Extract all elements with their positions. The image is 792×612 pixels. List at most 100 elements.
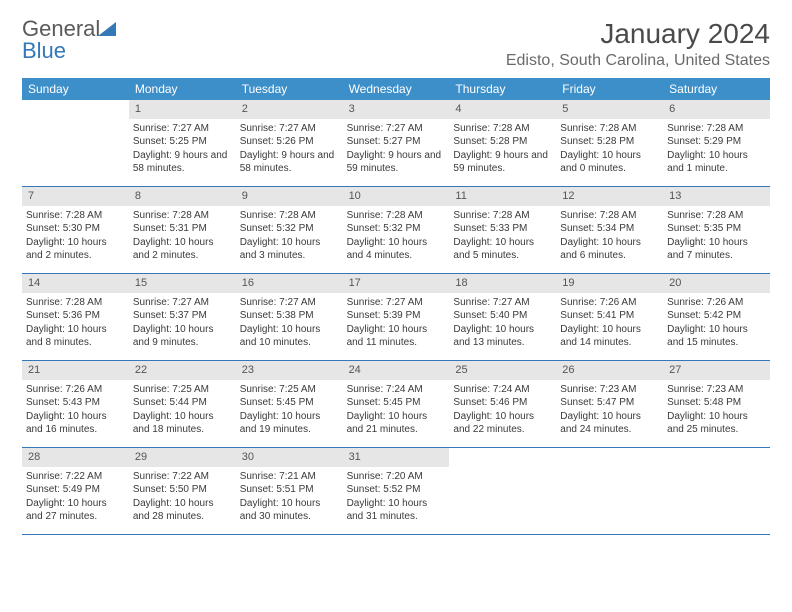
sunset-line: Sunset: 5:44 PM xyxy=(133,396,232,410)
sunrise-line: Sunrise: 7:24 AM xyxy=(347,383,446,397)
calendar-cell: 19Sunrise: 7:26 AMSunset: 5:41 PMDayligh… xyxy=(556,274,663,360)
sunrise-line: Sunrise: 7:23 AM xyxy=(667,383,766,397)
calendar-cell: 14Sunrise: 7:28 AMSunset: 5:36 PMDayligh… xyxy=(22,274,129,360)
calendar-cell: 11Sunrise: 7:28 AMSunset: 5:33 PMDayligh… xyxy=(449,187,556,273)
day-number: 5 xyxy=(556,100,663,119)
sunrise-line: Sunrise: 7:28 AM xyxy=(133,209,232,223)
daylight-line: Daylight: 9 hours and 58 minutes. xyxy=(240,149,339,176)
day-number: 30 xyxy=(236,448,343,467)
calendar-week: 7Sunrise: 7:28 AMSunset: 5:30 PMDaylight… xyxy=(22,187,770,274)
sunset-line: Sunset: 5:48 PM xyxy=(667,396,766,410)
day-number: 15 xyxy=(129,274,236,293)
sunrise-line: Sunrise: 7:23 AM xyxy=(560,383,659,397)
day-number: 23 xyxy=(236,361,343,380)
header: General Blue January 2024 Edisto, South … xyxy=(22,18,770,70)
sunset-line: Sunset: 5:35 PM xyxy=(667,222,766,236)
calendar-cell: 7 Sunrise: 7:28 AMSunset: 5:30 PMDaylight… xyxy=(22,187,129,273)
sunrise-line: Sunrise: 7:26 AM xyxy=(560,296,659,310)
day-number: 3 xyxy=(343,100,450,119)
title-block: January 2024 Edisto, South Carolina, Uni… xyxy=(506,18,770,70)
sunrise-line: Sunrise: 7:22 AM xyxy=(133,470,232,484)
daylight-line: Daylight: 10 hours and 21 minutes. xyxy=(347,410,446,437)
day-number: 20 xyxy=(663,274,770,293)
sunset-line: Sunset: 5:32 PM xyxy=(347,222,446,236)
calendar-cell: 25Sunrise: 7:24 AMSunset: 5:46 PMDayligh… xyxy=(449,361,556,447)
daylight-line: Daylight: 10 hours and 8 minutes. xyxy=(26,323,125,350)
sunset-line: Sunset: 5:30 PM xyxy=(26,222,125,236)
daylight-line: Daylight: 10 hours and 28 minutes. xyxy=(133,497,232,524)
sunset-line: Sunset: 5:27 PM xyxy=(347,135,446,149)
daylight-line: Daylight: 9 hours and 59 minutes. xyxy=(347,149,446,176)
sunset-line: Sunset: 5:32 PM xyxy=(240,222,339,236)
calendar-cell: 17Sunrise: 7:27 AMSunset: 5:39 PMDayligh… xyxy=(343,274,450,360)
sunset-line: Sunset: 5:33 PM xyxy=(453,222,552,236)
day-number: 25 xyxy=(449,361,556,380)
day-number: 19 xyxy=(556,274,663,293)
calendar-cell xyxy=(663,448,770,534)
day-number: 8 xyxy=(129,187,236,206)
day-number: 28 xyxy=(22,448,129,467)
daylight-line: Daylight: 10 hours and 27 minutes. xyxy=(26,497,125,524)
calendar-week: 14Sunrise: 7:28 AMSunset: 5:36 PMDayligh… xyxy=(22,274,770,361)
calendar-cell: 20Sunrise: 7:26 AMSunset: 5:42 PMDayligh… xyxy=(663,274,770,360)
calendar-body: 1Sunrise: 7:27 AMSunset: 5:25 PMDaylight… xyxy=(22,100,770,535)
calendar-cell: 16Sunrise: 7:27 AMSunset: 5:38 PMDayligh… xyxy=(236,274,343,360)
sunrise-line: Sunrise: 7:28 AM xyxy=(453,122,552,136)
day-number: 1 xyxy=(129,100,236,119)
day-number: 21 xyxy=(22,361,129,380)
sunset-line: Sunset: 5:42 PM xyxy=(667,309,766,323)
calendar-cell: 9Sunrise: 7:28 AMSunset: 5:32 PMDaylight… xyxy=(236,187,343,273)
calendar-cell: 22Sunrise: 7:25 AMSunset: 5:44 PMDayligh… xyxy=(129,361,236,447)
daylight-line: Daylight: 10 hours and 13 minutes. xyxy=(453,323,552,350)
day-number: 29 xyxy=(129,448,236,467)
sunrise-line: Sunrise: 7:28 AM xyxy=(667,209,766,223)
daylight-line: Daylight: 10 hours and 7 minutes. xyxy=(667,236,766,263)
sunset-line: Sunset: 5:39 PM xyxy=(347,309,446,323)
sunrise-line: Sunrise: 7:28 AM xyxy=(240,209,339,223)
sunrise-line: Sunrise: 7:27 AM xyxy=(133,122,232,136)
sunset-line: Sunset: 5:45 PM xyxy=(240,396,339,410)
calendar-cell: 2Sunrise: 7:27 AMSunset: 5:26 PMDaylight… xyxy=(236,100,343,186)
day-number: 7 xyxy=(22,187,129,206)
day-number: 10 xyxy=(343,187,450,206)
sunrise-line: Sunrise: 7:28 AM xyxy=(26,209,125,223)
calendar-cell: 12Sunrise: 7:28 AMSunset: 5:34 PMDayligh… xyxy=(556,187,663,273)
daylight-line: Daylight: 10 hours and 31 minutes. xyxy=(347,497,446,524)
daylight-line: Daylight: 10 hours and 22 minutes. xyxy=(453,410,552,437)
calendar-cell: 26Sunrise: 7:23 AMSunset: 5:47 PMDayligh… xyxy=(556,361,663,447)
day-number: 16 xyxy=(236,274,343,293)
calendar-cell: 10Sunrise: 7:28 AMSunset: 5:32 PMDayligh… xyxy=(343,187,450,273)
calendar-cell: 27Sunrise: 7:23 AMSunset: 5:48 PMDayligh… xyxy=(663,361,770,447)
calendar-cell: 1Sunrise: 7:27 AMSunset: 5:25 PMDaylight… xyxy=(129,100,236,186)
calendar-cell: 21Sunrise: 7:26 AMSunset: 5:43 PMDayligh… xyxy=(22,361,129,447)
day-header-row: SundayMondayTuesdayWednesdayThursdayFrid… xyxy=(22,78,770,100)
calendar-week: 21Sunrise: 7:26 AMSunset: 5:43 PMDayligh… xyxy=(22,361,770,448)
calendar-cell: 24Sunrise: 7:24 AMSunset: 5:45 PMDayligh… xyxy=(343,361,450,447)
daylight-line: Daylight: 10 hours and 11 minutes. xyxy=(347,323,446,350)
daylight-line: Daylight: 10 hours and 19 minutes. xyxy=(240,410,339,437)
daylight-line: Daylight: 10 hours and 2 minutes. xyxy=(26,236,125,263)
daylight-line: Daylight: 10 hours and 4 minutes. xyxy=(347,236,446,263)
sunset-line: Sunset: 5:29 PM xyxy=(667,135,766,149)
daylight-line: Daylight: 10 hours and 18 minutes. xyxy=(133,410,232,437)
location: Edisto, South Carolina, United States xyxy=(506,52,770,70)
calendar-cell xyxy=(556,448,663,534)
sunset-line: Sunset: 5:40 PM xyxy=(453,309,552,323)
calendar-week: 1Sunrise: 7:27 AMSunset: 5:25 PMDaylight… xyxy=(22,100,770,187)
day-header-cell: Thursday xyxy=(449,78,556,100)
sunrise-line: Sunrise: 7:27 AM xyxy=(133,296,232,310)
daylight-line: Daylight: 10 hours and 15 minutes. xyxy=(667,323,766,350)
calendar-cell: 3Sunrise: 7:27 AMSunset: 5:27 PMDaylight… xyxy=(343,100,450,186)
calendar-cell: 15Sunrise: 7:27 AMSunset: 5:37 PMDayligh… xyxy=(129,274,236,360)
calendar-cell: 8Sunrise: 7:28 AMSunset: 5:31 PMDaylight… xyxy=(129,187,236,273)
daylight-line: Daylight: 10 hours and 5 minutes. xyxy=(453,236,552,263)
daylight-line: Daylight: 10 hours and 9 minutes. xyxy=(133,323,232,350)
sunset-line: Sunset: 5:51 PM xyxy=(240,483,339,497)
day-number: 18 xyxy=(449,274,556,293)
calendar-cell: 28Sunrise: 7:22 AMSunset: 5:49 PMDayligh… xyxy=(22,448,129,534)
sunset-line: Sunset: 5:47 PM xyxy=(560,396,659,410)
sunset-line: Sunset: 5:28 PM xyxy=(453,135,552,149)
calendar-cell: 30Sunrise: 7:21 AMSunset: 5:51 PMDayligh… xyxy=(236,448,343,534)
sunrise-line: Sunrise: 7:26 AM xyxy=(26,383,125,397)
day-number: 2 xyxy=(236,100,343,119)
